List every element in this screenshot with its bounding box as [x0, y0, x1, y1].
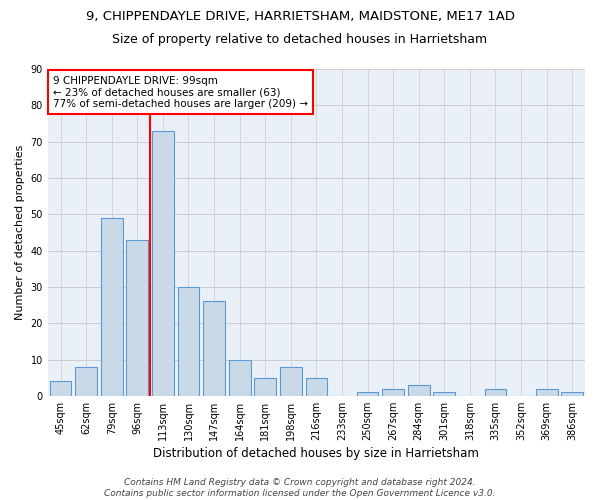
Y-axis label: Number of detached properties: Number of detached properties [15, 144, 25, 320]
Bar [178, 287, 199, 396]
Bar [280, 367, 302, 396]
Bar [152, 130, 174, 396]
Bar [229, 360, 251, 396]
Bar [408, 385, 430, 396]
Bar [562, 392, 583, 396]
Bar [536, 388, 557, 396]
Bar [433, 392, 455, 396]
Bar [203, 302, 225, 396]
Bar [127, 240, 148, 396]
Text: 9, CHIPPENDAYLE DRIVE, HARRIETSHAM, MAIDSTONE, ME17 1AD: 9, CHIPPENDAYLE DRIVE, HARRIETSHAM, MAID… [86, 10, 515, 23]
Bar [356, 392, 379, 396]
Text: 9 CHIPPENDAYLE DRIVE: 99sqm
← 23% of detached houses are smaller (63)
77% of sem: 9 CHIPPENDAYLE DRIVE: 99sqm ← 23% of det… [53, 76, 308, 108]
Bar [382, 388, 404, 396]
Bar [254, 378, 276, 396]
Text: Size of property relative to detached houses in Harrietsham: Size of property relative to detached ho… [112, 32, 488, 46]
Bar [50, 382, 71, 396]
Bar [101, 218, 122, 396]
Bar [485, 388, 506, 396]
Text: Contains HM Land Registry data © Crown copyright and database right 2024.
Contai: Contains HM Land Registry data © Crown c… [104, 478, 496, 498]
Bar [305, 378, 327, 396]
X-axis label: Distribution of detached houses by size in Harrietsham: Distribution of detached houses by size … [154, 447, 479, 460]
Bar [75, 367, 97, 396]
